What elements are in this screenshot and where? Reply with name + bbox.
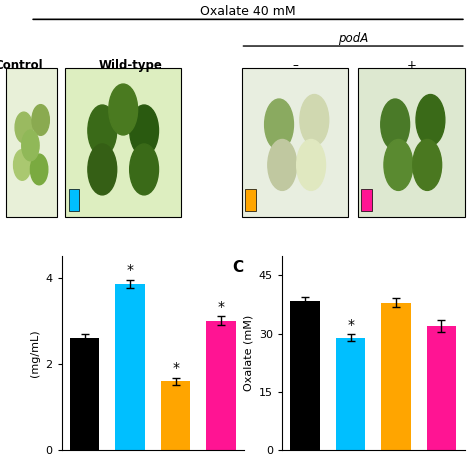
Text: *: * xyxy=(172,361,179,375)
Y-axis label: (mg/mL): (mg/mL) xyxy=(30,329,40,377)
FancyBboxPatch shape xyxy=(6,68,57,218)
Text: Control: Control xyxy=(0,59,43,73)
Circle shape xyxy=(130,105,158,156)
Circle shape xyxy=(88,105,117,156)
Bar xyxy=(70,338,100,450)
Text: podA: podA xyxy=(338,32,368,45)
Text: *: * xyxy=(347,318,354,332)
Text: Wild-type: Wild-type xyxy=(98,59,162,73)
Circle shape xyxy=(22,130,39,161)
Circle shape xyxy=(32,105,49,136)
Text: +: + xyxy=(406,59,416,73)
Circle shape xyxy=(14,150,31,180)
Circle shape xyxy=(264,99,293,150)
Circle shape xyxy=(300,94,328,146)
Bar xyxy=(115,284,145,450)
Text: *: * xyxy=(218,300,225,314)
Circle shape xyxy=(88,144,117,195)
Bar xyxy=(381,302,411,450)
Circle shape xyxy=(384,139,413,191)
Text: Oxalate 40 mM: Oxalate 40 mM xyxy=(200,5,296,18)
Circle shape xyxy=(268,139,297,191)
Circle shape xyxy=(15,112,33,143)
Circle shape xyxy=(413,139,442,191)
FancyBboxPatch shape xyxy=(242,68,348,218)
Bar xyxy=(161,381,191,450)
Circle shape xyxy=(416,94,445,146)
Y-axis label: Oxalate (mM): Oxalate (mM) xyxy=(243,315,253,391)
Bar xyxy=(206,321,236,450)
Circle shape xyxy=(381,99,410,150)
FancyBboxPatch shape xyxy=(358,68,465,218)
Bar xyxy=(427,326,456,450)
Bar xyxy=(361,189,372,211)
Bar xyxy=(290,301,320,450)
Bar xyxy=(69,189,79,211)
Text: *: * xyxy=(127,263,134,277)
Bar xyxy=(336,337,365,450)
Circle shape xyxy=(109,84,137,135)
Text: –: – xyxy=(292,59,298,73)
Circle shape xyxy=(297,139,326,191)
Circle shape xyxy=(30,154,48,185)
Bar xyxy=(245,189,255,211)
Text: C: C xyxy=(232,260,244,275)
Circle shape xyxy=(130,144,158,195)
FancyBboxPatch shape xyxy=(65,68,181,218)
